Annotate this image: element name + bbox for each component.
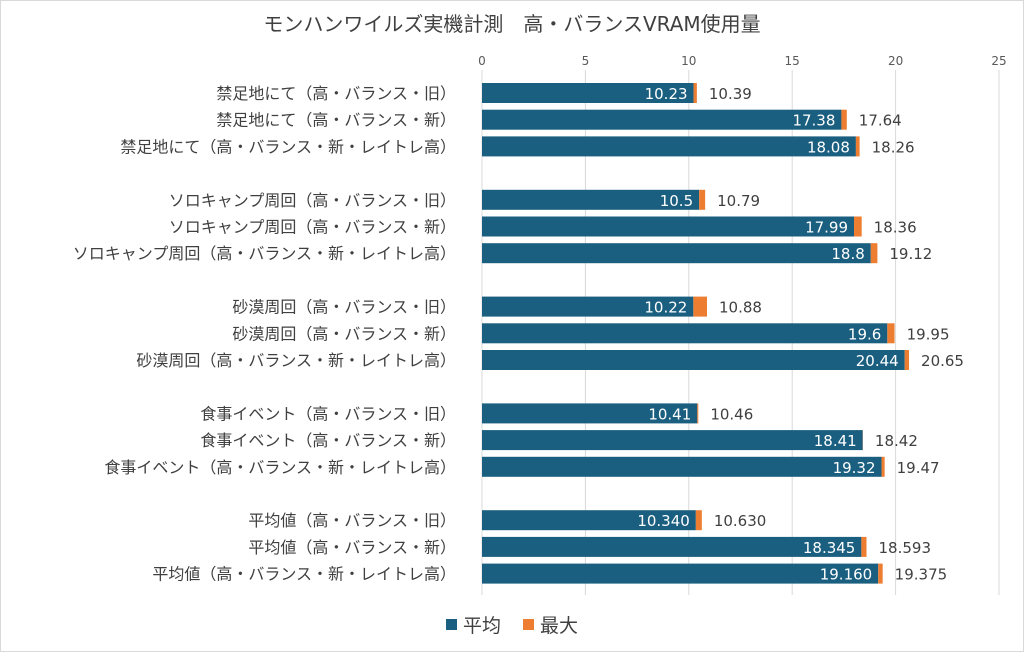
bar-avg xyxy=(482,323,888,344)
legend-swatch-avg xyxy=(445,619,457,630)
bar-max-segment xyxy=(881,456,885,477)
legend-label-avg: 平均 xyxy=(462,615,501,637)
bar-avg xyxy=(482,216,855,237)
data-label-avg: 18.8 xyxy=(831,245,864,263)
bar-max-segment xyxy=(861,536,867,557)
x-axis-ticks: 0 5 10 15 20 25 xyxy=(478,54,1006,68)
category-label: 食事イベント（高・バランス・新） xyxy=(200,431,456,450)
category-label: 食事イベント（高・バランス・旧） xyxy=(200,404,456,423)
data-label-max: 18.42 xyxy=(875,432,918,450)
data-label-max: 18.36 xyxy=(874,219,917,237)
bar-max-segment xyxy=(887,323,895,344)
data-labels: 10.23 10.39 17.38 17.64 18.08 18.26 10.5 10.79 1… xyxy=(637,85,964,584)
data-label-avg: 19.32 xyxy=(833,459,876,477)
data-label-max: 10.630 xyxy=(714,512,767,530)
data-label-max: 20.65 xyxy=(921,352,964,370)
category-label: 砂漠周回（高・バランス・新・レイトレ高） xyxy=(136,351,456,370)
bar-avg xyxy=(482,536,862,557)
bar-avg xyxy=(482,510,696,531)
bar-avg xyxy=(482,403,698,424)
legend-item-avg: 平均 xyxy=(445,611,501,638)
category-label: 砂漠周回（高・バランス・旧） xyxy=(232,298,456,317)
bar-avg xyxy=(482,243,871,264)
bar-avg xyxy=(482,136,856,157)
category-label: ソロキャンプ周回（高・バランス・新） xyxy=(169,218,456,237)
data-label-avg: 20.44 xyxy=(856,352,899,370)
category-label: ソロキャンプ周回（高・バランス・旧） xyxy=(169,191,456,210)
category-label: ソロキャンプ周回（高・バランス・新・レイトレ高） xyxy=(73,244,456,263)
category-label: 平均値（高・バランス・新・レイトレ高） xyxy=(152,565,456,584)
data-label-avg: 19.160 xyxy=(820,566,873,584)
bar-max-segment xyxy=(693,296,707,317)
bar-avg xyxy=(482,563,879,584)
data-label-avg: 10.340 xyxy=(637,512,690,530)
bar-avg xyxy=(482,350,905,370)
data-label-avg: 10.5 xyxy=(660,192,693,210)
data-label-max: 10.79 xyxy=(717,192,760,210)
data-label-avg: 10.23 xyxy=(645,85,688,103)
bar-max-segment xyxy=(878,563,883,584)
x-tick-label: 20 xyxy=(888,54,903,68)
legend-label-max: 最大 xyxy=(540,615,579,637)
x-tick-label: 25 xyxy=(991,54,1006,68)
data-label-max: 19.47 xyxy=(897,459,940,477)
bar-max-segment xyxy=(870,243,878,264)
chart-title: モンハンワイルズ実機計測 高・バランスVRAM使用量 xyxy=(263,12,761,36)
data-label-avg: 19.6 xyxy=(848,325,881,343)
x-tick-label: 15 xyxy=(785,54,800,68)
data-label-max: 10.39 xyxy=(709,85,752,103)
data-label-max: 19.95 xyxy=(907,325,950,343)
data-label-avg: 10.41 xyxy=(648,405,691,423)
data-label-max: 18.593 xyxy=(879,539,932,557)
bar-max-segment xyxy=(699,189,706,210)
category-label: 食事イベント（高・バランス・新・レイトレ高） xyxy=(104,458,456,477)
data-label-avg: 17.38 xyxy=(792,112,835,130)
data-label-max: 19.375 xyxy=(895,566,948,584)
legend-swatch-max xyxy=(523,619,535,630)
bar-max-segment xyxy=(855,136,860,157)
category-label: 禁足地にて（高・バランス・新・レイトレ高） xyxy=(120,137,456,156)
category-label: 平均値（高・バランス・旧） xyxy=(248,511,456,530)
bar-max-segment xyxy=(693,83,697,103)
bar-max-segment xyxy=(697,403,699,424)
category-label: 砂漠周回（高・バランス・新） xyxy=(232,324,456,343)
data-label-max: 19.12 xyxy=(889,245,932,263)
category-label: 禁足地にて（高・バランス・旧） xyxy=(216,84,456,103)
bar-avg xyxy=(482,430,863,451)
bar-avg xyxy=(482,83,694,103)
category-label: 禁足地にて（高・バランス・新） xyxy=(216,111,456,130)
data-label-max: 10.88 xyxy=(719,299,762,317)
bar-avg xyxy=(482,456,882,477)
legend-item-max: 最大 xyxy=(523,611,578,638)
data-label-max: 17.64 xyxy=(859,112,902,130)
category-label: 平均値（高・バランス・新） xyxy=(248,538,456,557)
x-tick-label: 5 xyxy=(582,54,590,68)
data-label-max: 10.46 xyxy=(710,405,753,423)
data-label-avg: 10.22 xyxy=(644,299,687,317)
bar-avg xyxy=(482,109,842,130)
data-label-avg: 17.99 xyxy=(805,219,848,237)
legend: 平均 最大 xyxy=(0,611,1024,638)
bar-max-segment xyxy=(841,109,847,130)
bar-max-segment xyxy=(904,350,910,370)
bar-avg xyxy=(482,189,700,210)
data-label-avg: 18.41 xyxy=(814,432,857,450)
category-labels: 禁足地にて（高・バランス・旧） 禁足地にて（高・バランス・新） 禁足地にて（高・バラ… xyxy=(73,84,456,584)
bar-avg xyxy=(482,296,694,317)
x-tick-label: 0 xyxy=(478,54,486,68)
bar-max-segment xyxy=(854,216,862,237)
x-tick-label: 10 xyxy=(681,54,696,68)
data-label-avg: 18.08 xyxy=(807,138,850,156)
data-label-avg: 18.345 xyxy=(803,539,856,557)
bar-max-segment xyxy=(695,510,702,531)
bars xyxy=(482,83,910,584)
data-label-max: 18.26 xyxy=(872,138,915,156)
